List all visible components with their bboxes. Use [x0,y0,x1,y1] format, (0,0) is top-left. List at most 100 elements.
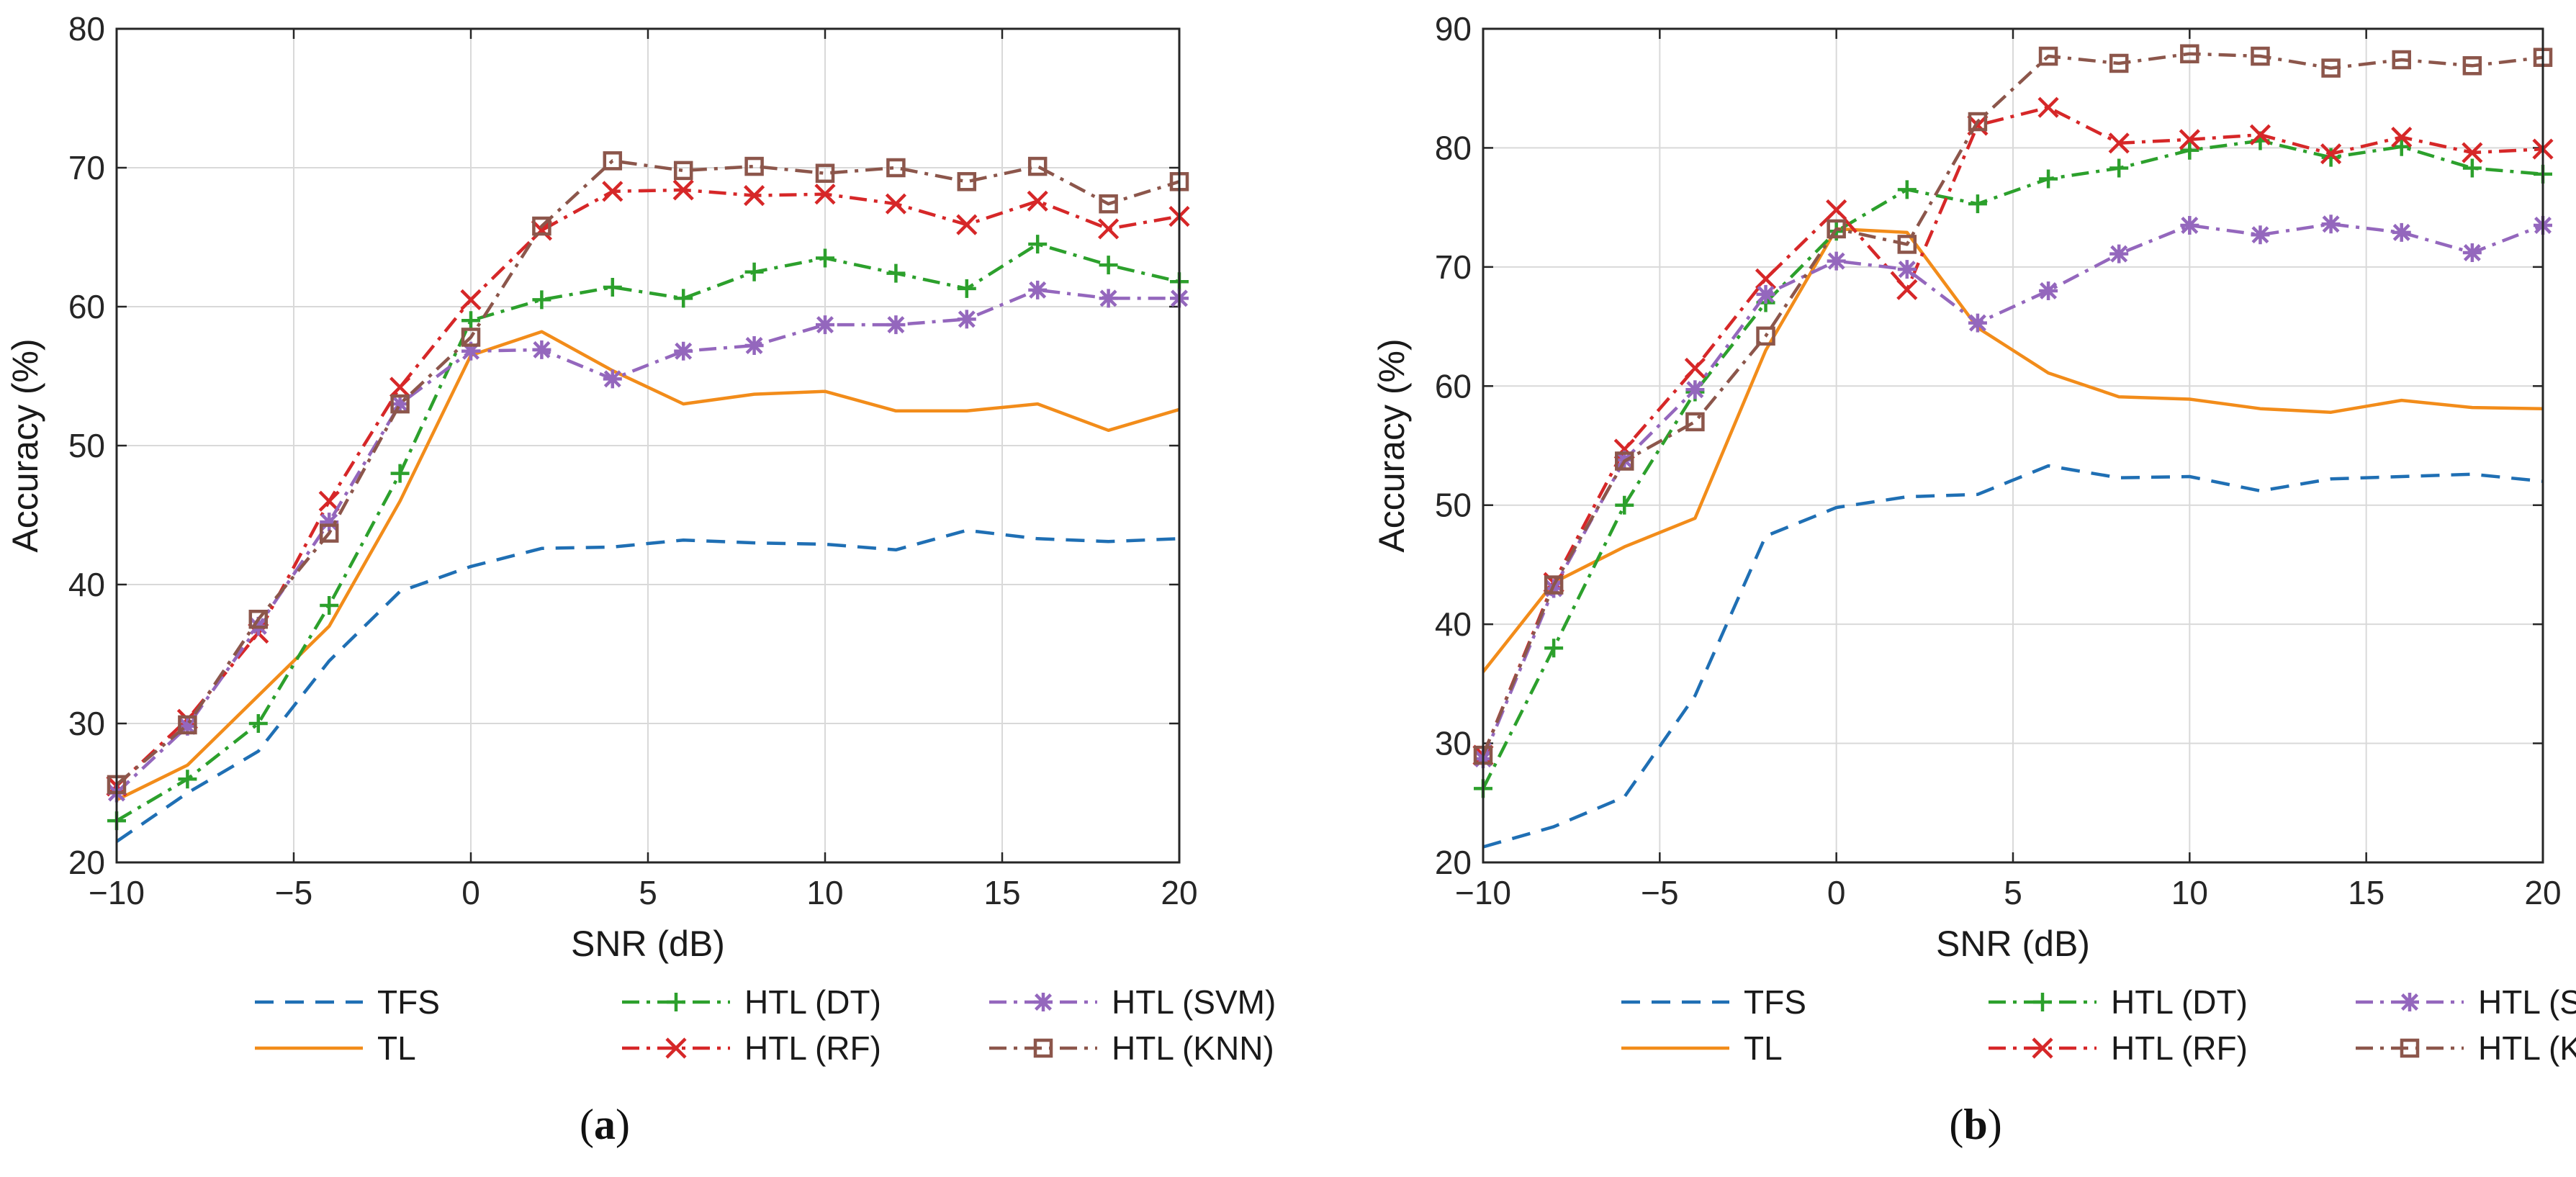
legend-label: HTL (DT) [2111,983,2248,1021]
legend-label: TFS [1744,983,1806,1021]
data-point-htl-dt [320,595,339,615]
data-point-htl-knn [319,523,339,543]
data-point-htl-knn [815,163,835,183]
data-point-htl-dt [886,263,906,283]
series-line-htl-rf [115,188,1180,788]
data-point-htl-svm [957,310,976,329]
data-point-htl-dt [461,311,480,330]
data-point-htl-svm [461,341,480,361]
data-point-htl-rf [602,181,623,202]
data-point-htl-svm [1685,380,1705,400]
data-point-htl-svm [1099,289,1118,308]
series-line-htl-dt [115,242,1180,823]
data-point-htl-svm [674,341,693,361]
data-point-htl-rf [2391,126,2413,148]
legend: TFS HTL (DT) HTL (SVM) TL HTL (RF) HTL (KNN) [1621,983,2576,1067]
data-point-htl-dt [390,464,410,483]
axes-box [1482,27,2544,864]
data-point-htl-rf [672,179,694,201]
data-point-htl-svm [744,336,764,356]
x-tick-label: 0 [1827,874,1846,911]
legend-label: HTL (KNN) [1112,1029,1274,1067]
data-point-htl-svm [178,716,197,736]
panel-caption: (a) [580,1101,630,1148]
x-tick-label: 5 [639,874,657,911]
data-point-htl-svm [2039,281,2058,300]
data-point-htl-svm [1028,280,1048,299]
legend-marker [667,993,685,1011]
data-point-htl-dt [2039,169,2058,189]
data-point-htl-rf [814,184,836,205]
data-point-htl-dt [1968,194,1987,214]
data-point-htl-dt [248,714,268,733]
data-point-htl-knn [532,216,551,236]
data-point-htl-dt [2109,158,2129,178]
series-tl [1482,227,2544,673]
data-point-htl-dt [816,248,834,268]
data-point-htl-svm [390,394,410,414]
y-tick-label: 70 [1435,248,1472,286]
data-point-htl-svm [816,315,834,335]
data-point-htl-rf [1896,279,1918,300]
data-point-htl-dt [2462,158,2482,178]
series-line-tfs [1482,464,2544,849]
data-point-htl-rf [2249,124,2271,145]
data-point-htl-rf [744,185,765,207]
data-point-htl-knn [390,394,410,414]
legend-label: TL [377,1029,416,1067]
legend-entry-htl-knn: HTL (KNN) [989,1029,1274,1067]
caption-paren-open: ( [1949,1101,1963,1148]
panel-caption: (b) [1949,1101,2001,1148]
data-point-htl-knn [1027,156,1048,176]
y-tick-label: 40 [1435,605,1472,643]
data-point-htl-dt [1544,639,1564,658]
legend-entry-htl-knn: HTL (KNN) [2356,1029,2576,1067]
data-point-htl-dt [603,277,622,297]
series-line-htl-rf [1481,105,2544,756]
legend-entry-htl-dt: HTL (DT) [1989,983,2248,1021]
legend-label: HTL (KNN) [2478,1029,2576,1067]
data-point-htl-knn [1099,194,1118,214]
data-point-htl-knn [1756,326,1775,346]
x-tick-label: 20 [2524,874,2561,911]
x-tick-label: 15 [2348,874,2384,911]
data-point-htl-knn [1968,112,1988,132]
data-point-htl-rf [2108,132,2130,154]
data-point-htl-knn [673,161,693,181]
legend-entry-htl-svm: HTL (SVM) [2356,983,2576,1021]
data-point-htl-svm [603,369,622,389]
data-point-htl-knn [1827,219,1846,239]
data-point-htl-knn [178,715,197,735]
legend-marker [1033,1038,1053,1058]
data-point-htl-knn [2251,46,2270,66]
y-tick-label: 30 [68,705,105,742]
series-line-htl-svm [115,288,1179,795]
data-point-htl-svm [1968,313,1987,333]
y-tick-label: 40 [68,566,105,603]
caption-paren-close: ) [1988,1101,2002,1148]
series-line-tl [116,330,1180,802]
x-tick-label: 20 [1161,874,1197,911]
data-point-htl-knn [248,610,269,629]
panel-b: −10 −5 0 5 10 15 20 20 30 40 50 60 70 80 90 SNR (dB) Acc… [1372,10,2576,1148]
data-point-htl-dt [2392,137,2411,156]
legend-entry-htl-rf: HTL (RF) [622,1029,881,1067]
series-htl-knn [1473,44,2553,765]
y-tick-label: 60 [1435,367,1472,405]
data-point-htl-svm [2251,225,2270,245]
panel-a: −10 −5 0 5 10 15 20 20 30 40 50 60 70 80 SNR (dB) Accur… [5,10,1276,1148]
legend-label: HTL (RF) [2111,1029,2248,1067]
data-point-htl-knn [1685,412,1705,432]
data-point-htl-dt [744,262,764,281]
data-point-htl-knn [1897,235,1917,254]
caption-letter: a [594,1101,616,1148]
y-tick-label: 80 [68,10,105,48]
y-axis-label: Accuracy (%) [5,338,45,552]
legend-marker [665,1037,687,1059]
data-point-htl-knn [461,328,481,347]
series-tl [116,330,1180,802]
data-point-htl-knn [603,151,623,171]
legend-marker [1034,993,1053,1011]
y-tick-label: 70 [68,149,105,186]
series-line-htl-dt [1481,139,2544,790]
